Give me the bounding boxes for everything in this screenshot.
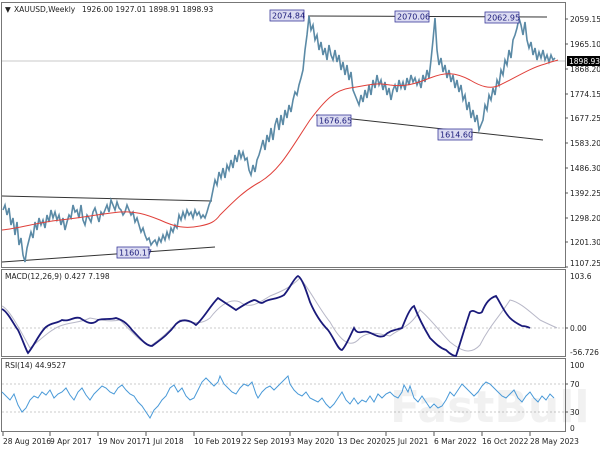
svg-text:2074.84: 2074.84 — [272, 12, 305, 21]
macd-title: MACD(12,26,9) 0.427 7.198 — [5, 272, 110, 281]
svg-text:10 Feb 2019: 10 Feb 2019 — [194, 437, 241, 446]
svg-text:1965.10: 1965.10 — [570, 40, 600, 49]
svg-text:70: 70 — [570, 380, 580, 389]
label-1676: 1676.65 — [316, 114, 352, 127]
rsi-line — [1, 374, 555, 419]
svg-text:1898.93: 1898.93 — [569, 57, 600, 66]
svg-text:28 May 2023: 28 May 2023 — [530, 437, 579, 446]
svg-text:16 Oct 2022: 16 Oct 2022 — [482, 437, 529, 446]
svg-text:1392.25: 1392.25 — [570, 189, 600, 198]
svg-text:1298.20: 1298.20 — [570, 214, 600, 223]
moving-average-line — [1, 59, 559, 231]
svg-text:19 Nov 2017: 19 Nov 2017 — [98, 437, 146, 446]
svg-text:2059.15: 2059.15 — [570, 15, 600, 24]
svg-text:3 May 2020: 3 May 2020 — [290, 437, 334, 446]
svg-text:1107.25: 1107.25 — [570, 259, 600, 268]
price-axis: 2059.15 1965.10 1868.20 1774.15 1677.25 … — [565, 15, 600, 268]
svg-text:25 Jul 2021: 25 Jul 2021 — [386, 437, 429, 446]
label-2062: 2062.95 — [484, 11, 520, 24]
symbol-title: XAUUSD,Weekly — [14, 5, 76, 14]
price-bars — [2, 15, 556, 263]
svg-text:2062.95: 2062.95 — [487, 14, 520, 23]
label-1160: 1160.17 — [116, 246, 152, 259]
ohlc-values: 1926.00 1927.01 1898.91 1898.93 — [82, 5, 213, 14]
svg-text:1868.20: 1868.20 — [570, 65, 600, 74]
svg-text:22 Sep 2019: 22 Sep 2019 — [242, 437, 290, 446]
svg-text:1486.30: 1486.30 — [570, 164, 600, 173]
price-pane[interactable]: ▼ XAUUSD,Weekly 1926.00 1927.01 1898.91 … — [1, 5, 600, 268]
svg-text:1 Jul 2018: 1 Jul 2018 — [146, 437, 184, 446]
svg-text:1774.15: 1774.15 — [570, 90, 600, 99]
svg-text:-56.726: -56.726 — [570, 348, 599, 357]
rsi-axis: 100 70 30 0 — [565, 361, 585, 433]
svg-text:0.00: 0.00 — [570, 324, 587, 333]
label-1614: 1614.60 — [437, 128, 473, 141]
rsi-title: RSI(14) 44.9527 — [5, 361, 66, 370]
macd-line — [1, 274, 531, 357]
svg-text:100: 100 — [570, 361, 585, 370]
annotation-labels: 2074.84 2070.06 2062.95 1676.65 1614.60 … — [116, 9, 520, 259]
svg-text:13 Dec 2020: 13 Dec 2020 — [338, 437, 386, 446]
macd-signal-line — [1, 277, 558, 352]
svg-text:30: 30 — [570, 408, 580, 417]
dropdown-triangle-icon[interactable]: ▼ — [5, 5, 11, 14]
svg-text:1614.60: 1614.60 — [440, 131, 473, 140]
time-axis: 28 Aug 2016 9 Apr 2017 19 Nov 2017 1 Jul… — [2, 432, 579, 446]
svg-text:6 Mar 2022: 6 Mar 2022 — [434, 437, 477, 446]
macd-pane[interactable]: MACD(12,26,9) 0.427 7.198 103.6 0.00 -56… — [1, 272, 599, 357]
svg-text:1677.25: 1677.25 — [570, 114, 600, 123]
svg-text:9 Apr 2017: 9 Apr 2017 — [50, 437, 92, 446]
svg-text:1676.65: 1676.65 — [319, 117, 352, 126]
svg-text:103.6: 103.6 — [570, 272, 592, 281]
svg-text:1201.30: 1201.30 — [570, 238, 600, 247]
svg-text:0: 0 — [570, 424, 575, 433]
svg-text:1160.17: 1160.17 — [119, 249, 152, 258]
watermark: FastBull — [390, 382, 589, 433]
label-2070: 2070.06 — [394, 10, 430, 23]
label-2074: 2074.84 — [269, 9, 305, 22]
macd-axis: 103.6 0.00 -56.726 — [565, 272, 599, 357]
svg-text:1583.20: 1583.20 — [570, 139, 600, 148]
rsi-pane[interactable]: RSI(14) 44.9527 FastBull 100 70 30 0 — [1, 361, 589, 433]
current-price-badge: 1898.93 — [567, 56, 600, 66]
svg-text:28 Aug 2016: 28 Aug 2016 — [3, 437, 51, 446]
svg-text:2070.06: 2070.06 — [397, 13, 430, 22]
